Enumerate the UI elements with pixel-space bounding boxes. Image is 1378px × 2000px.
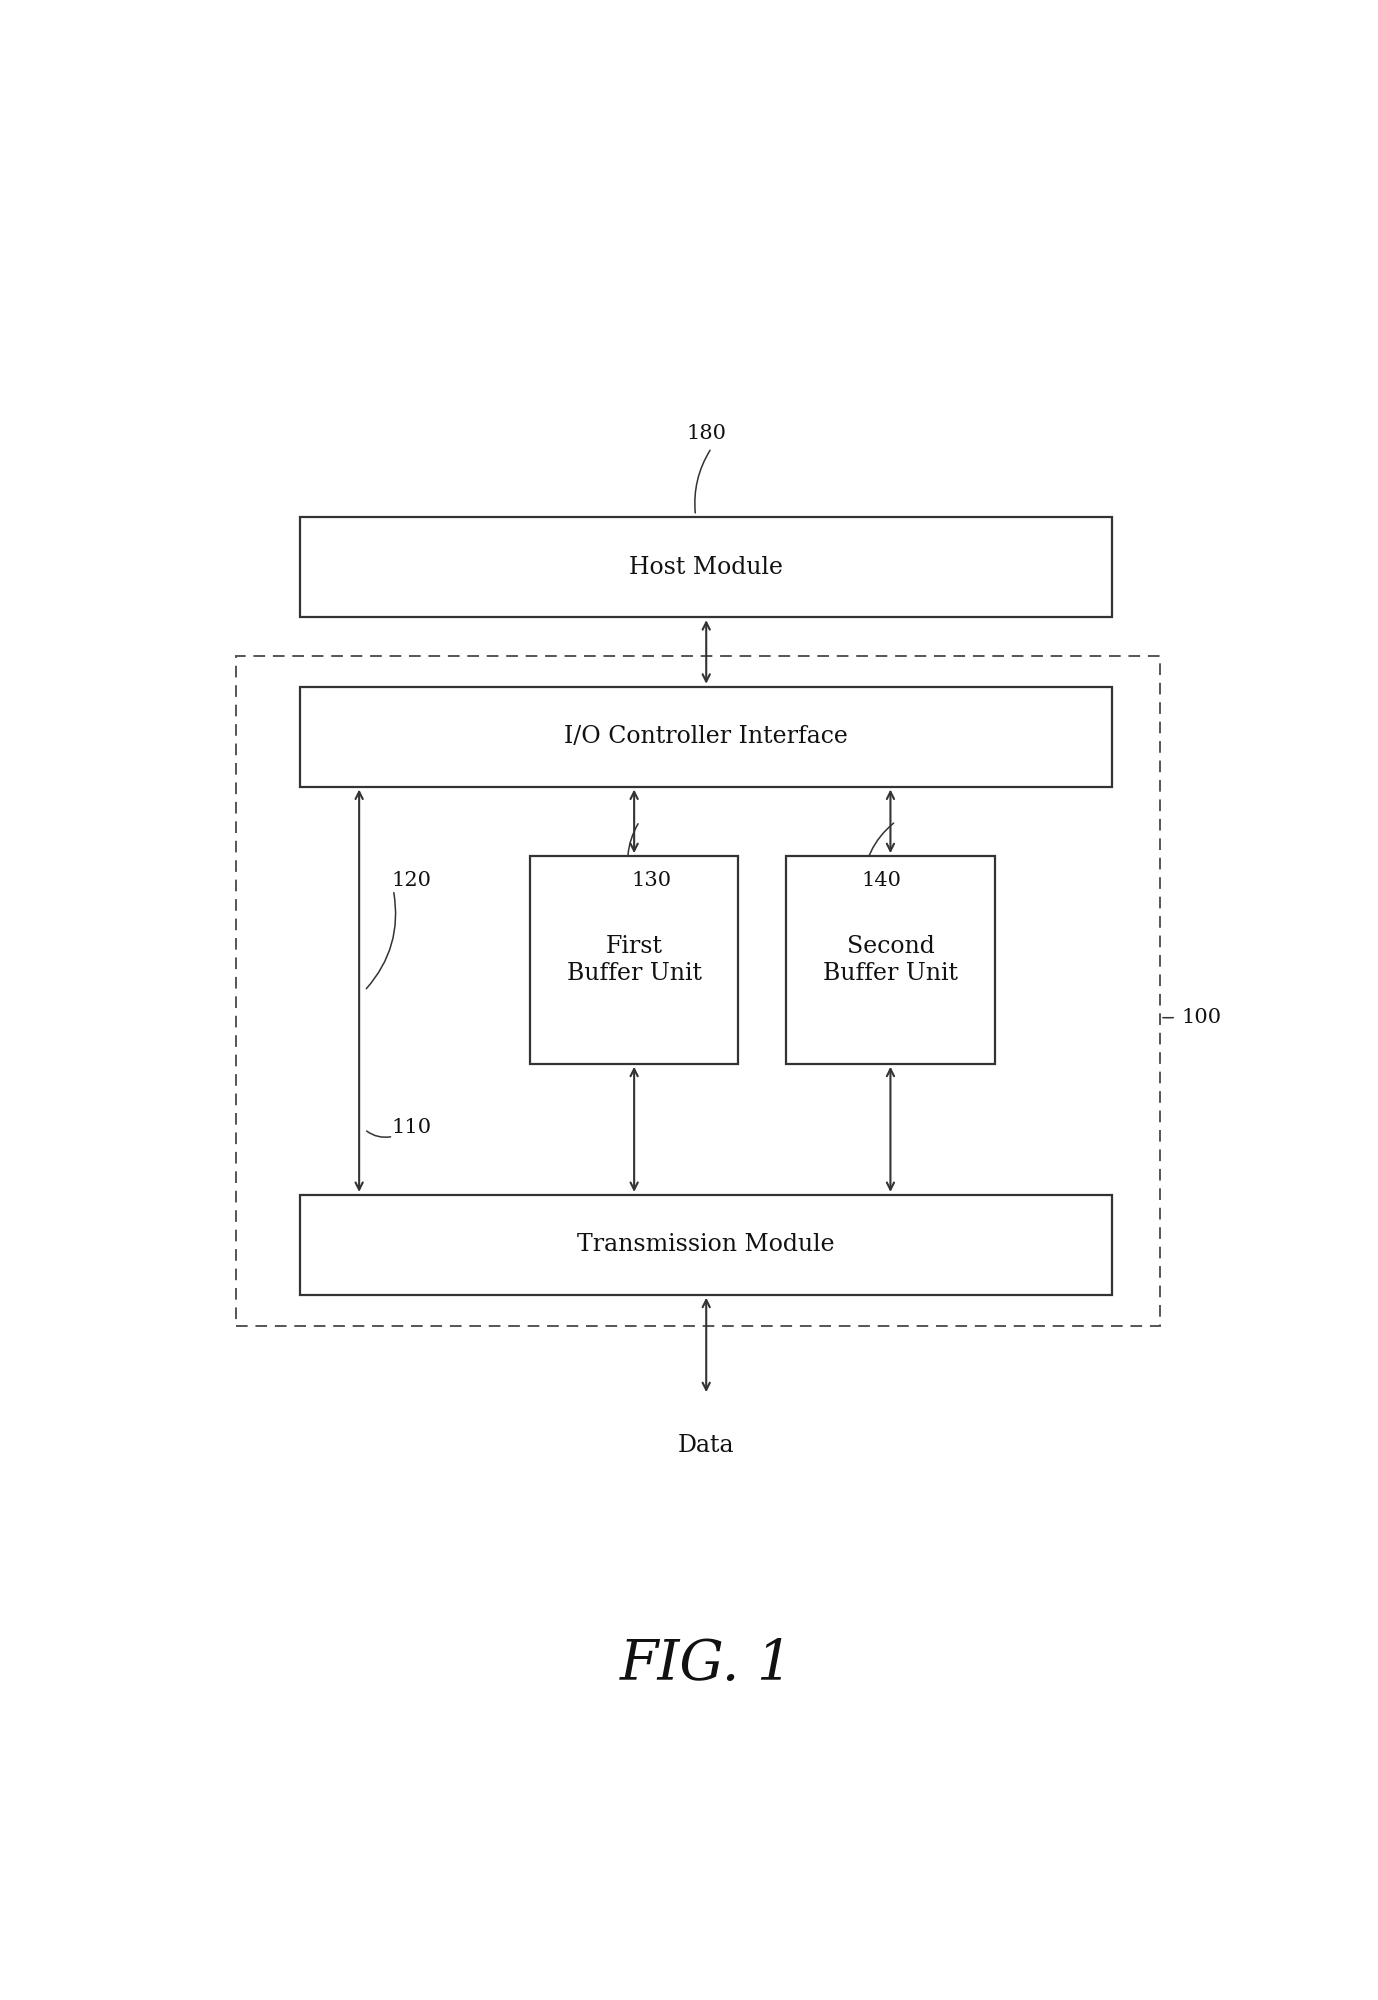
Bar [531, 856, 739, 1064]
Text: 110: 110 [391, 1118, 431, 1136]
Text: I/O Controller Interface: I/O Controller Interface [564, 726, 849, 748]
Text: FIG. 1: FIG. 1 [620, 1638, 792, 1692]
Bar [237, 656, 1160, 1326]
Text: 130: 130 [631, 872, 671, 890]
Text: First
Buffer Unit: First Buffer Unit [566, 936, 701, 984]
Bar [300, 518, 1112, 618]
Bar [787, 856, 995, 1064]
Text: 180: 180 [686, 424, 726, 444]
Text: 140: 140 [861, 872, 901, 890]
Text: Second
Buffer Unit: Second Buffer Unit [823, 936, 958, 984]
Text: Host Module: Host Module [630, 556, 783, 578]
Bar [300, 686, 1112, 786]
Text: Transmission Module: Transmission Module [577, 1234, 835, 1256]
Text: 120: 120 [391, 872, 431, 890]
Bar [300, 1194, 1112, 1294]
Text: 100: 100 [1181, 1008, 1221, 1028]
Text: Data: Data [678, 1434, 734, 1456]
